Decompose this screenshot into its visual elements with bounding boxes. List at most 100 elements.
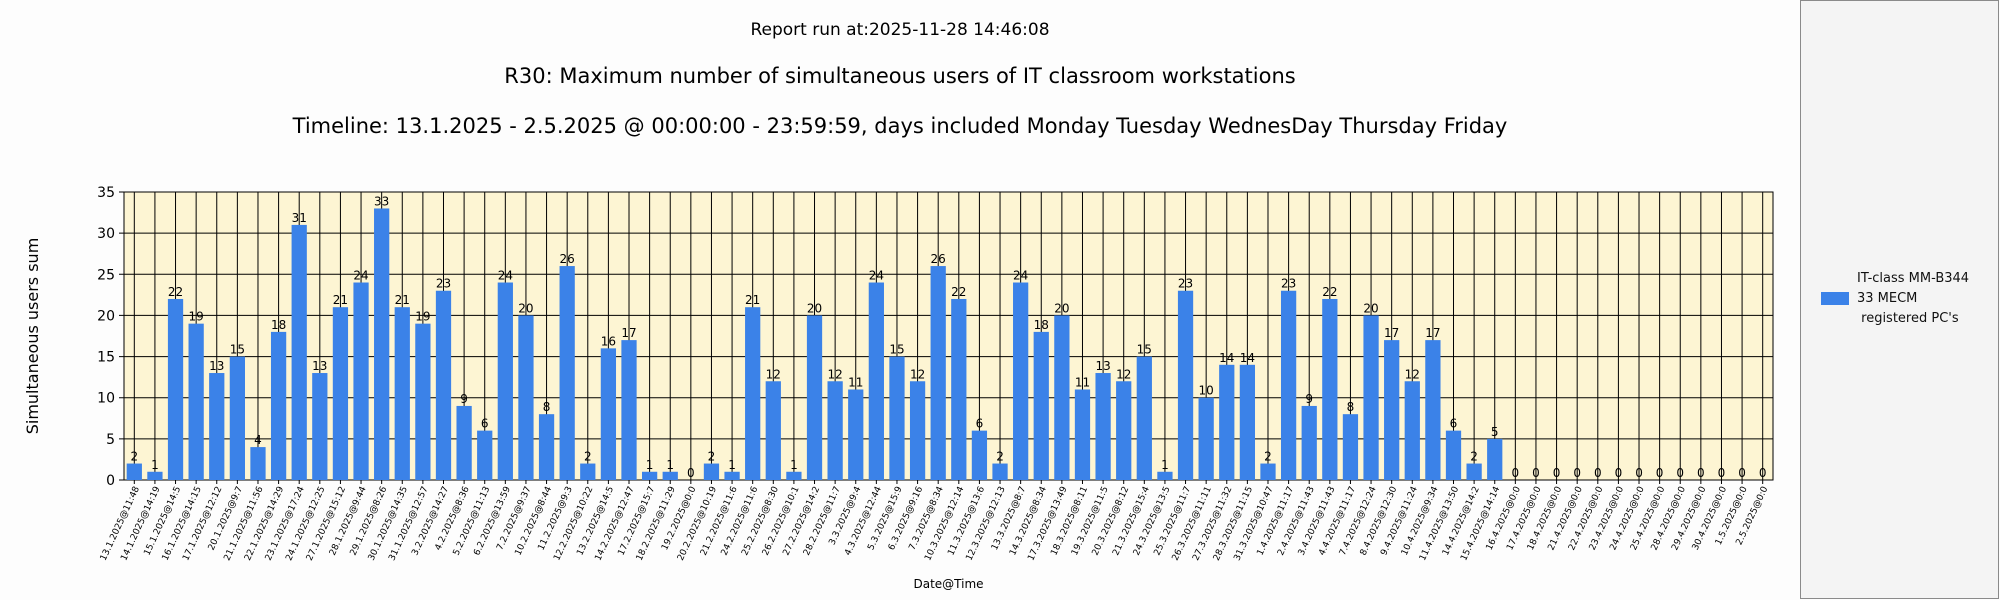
bar-value-label: 15: [1137, 343, 1152, 357]
bar-value-label: 1: [790, 458, 798, 472]
bar-value-label: 0: [1532, 466, 1540, 480]
y-tick-label: 25: [97, 267, 115, 283]
bar-value-label: 16: [601, 334, 616, 348]
report-title: R30: Maximum number of simultaneous user…: [504, 64, 1296, 88]
bar-value-label: 2: [130, 450, 138, 464]
bar: [538, 414, 555, 480]
bar-value-label: 19: [189, 310, 204, 324]
legend-label: IT-class MM-B344 33 MECM registered PC's: [1857, 271, 1970, 326]
bar: [1487, 438, 1503, 480]
bar: [1466, 463, 1482, 480]
bar-value-label: 6: [1450, 417, 1458, 431]
bar-value-label: 11: [1075, 375, 1090, 389]
report-run-timestamp: Report run at:2025-11-28 14:46:08: [750, 20, 1050, 40]
bar: [600, 348, 617, 480]
report-timeline: Timeline: 13.1.2025 - 2.5.2025 @ 00:00:0…: [292, 114, 1508, 138]
bar-value-label: 2: [708, 450, 716, 464]
bar-value-label: 0: [1718, 466, 1726, 480]
bar: [1219, 364, 1235, 480]
bar-chart: 05101520253035213.1.2025@11:48114.1.2025…: [23, 185, 1774, 591]
bar-value-label: 24: [353, 269, 368, 283]
bar-value-label: 20: [1363, 301, 1378, 315]
bar-value-label: 8: [543, 400, 551, 414]
bar: [312, 373, 328, 480]
bar: [1322, 298, 1338, 480]
bar-value-label: 20: [1054, 301, 1069, 315]
bar: [167, 298, 184, 480]
bar-value-label: 18: [1034, 318, 1049, 332]
bar: [971, 430, 988, 480]
bar-value-label: 14: [1240, 351, 1255, 365]
bar-value-label: 33: [374, 194, 389, 208]
bar-value-label: 15: [230, 343, 245, 357]
bar-value-label: 0: [1759, 466, 1767, 480]
bar: [332, 307, 349, 480]
bar-value-label: 14: [1219, 351, 1234, 365]
bar-value-label: 21: [395, 293, 410, 307]
bar: [477, 430, 493, 480]
bar-value-label: 0: [1573, 466, 1581, 480]
bar: [147, 471, 163, 480]
bar-value-label: 18: [271, 318, 286, 332]
bar: [1074, 389, 1091, 480]
bar: [1301, 405, 1317, 480]
bar-value-label: 5: [1491, 425, 1499, 439]
bar-value-label: 11: [848, 375, 863, 389]
bar: [188, 323, 204, 480]
bar-value-label: 12: [1405, 367, 1420, 381]
bar: [1404, 381, 1420, 480]
bar: [909, 381, 926, 480]
bar-value-label: 0: [1512, 466, 1520, 480]
bar: [1054, 315, 1070, 480]
bar-value-label: 12: [766, 367, 781, 381]
y-tick-label: 15: [97, 350, 115, 366]
bar: [745, 307, 761, 480]
bar-value-label: 17: [1425, 326, 1440, 340]
bar: [1013, 282, 1029, 480]
bar: [229, 356, 245, 480]
bar-value-label: 26: [560, 252, 575, 266]
bar: [559, 266, 575, 480]
bar-value-label: 1: [151, 458, 159, 472]
bar-value-label: 0: [1738, 466, 1746, 480]
bar-value-label: 20: [518, 301, 533, 315]
bar-value-label: 4: [254, 433, 262, 447]
bar-value-label: 12: [910, 367, 925, 381]
bar-value-label: 9: [460, 392, 468, 406]
bar: [497, 282, 513, 480]
bar: [621, 340, 637, 480]
bar-value-label: 0: [1594, 466, 1602, 480]
bar-value-label: 21: [333, 293, 348, 307]
bar: [1157, 471, 1173, 480]
bar: [765, 381, 781, 480]
bar: [1095, 373, 1111, 480]
bar: [374, 208, 390, 480]
bar: [951, 298, 967, 480]
bar: [1260, 463, 1276, 480]
bar-value-label: 1: [728, 458, 736, 472]
bar: [1384, 340, 1400, 480]
bar-value-label: 6: [481, 417, 489, 431]
bar: [353, 282, 369, 480]
bar-value-label: 1: [666, 458, 674, 472]
bar: [1445, 430, 1462, 480]
bar: [394, 307, 410, 480]
bar-value-label: 0: [1697, 466, 1705, 480]
legend-panel: IT-class MM-B344 33 MECM registered PC's: [1800, 0, 1999, 599]
bar-value-label: 0: [1615, 466, 1623, 480]
bar-value-label: 2: [1264, 450, 1272, 464]
bar-value-label: 2: [1470, 450, 1478, 464]
bar-value-label: 10: [1199, 384, 1214, 398]
bar: [518, 315, 534, 480]
bar: [1136, 356, 1152, 480]
bar-value-label: 19: [415, 310, 430, 324]
bar-value-label: 1: [1161, 458, 1169, 472]
bar-value-label: 23: [1281, 277, 1296, 291]
legend-swatch: [1821, 292, 1849, 305]
bar-value-label: 0: [687, 466, 695, 480]
bar-value-label: 2: [996, 450, 1004, 464]
bar: [1033, 331, 1049, 480]
bar-value-label: 8: [1347, 400, 1355, 414]
x-axis-title: Date@Time: [913, 577, 983, 591]
bar-value-label: 22: [951, 285, 966, 299]
